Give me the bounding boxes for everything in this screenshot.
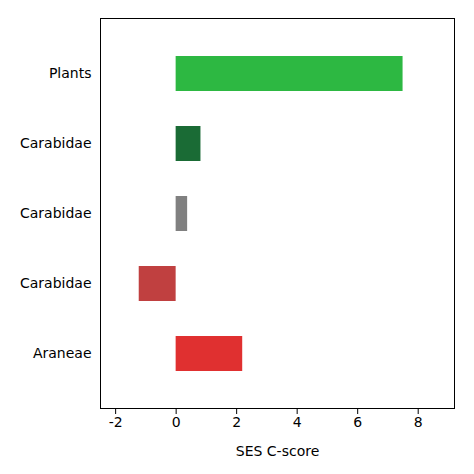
svg-text:8: 8 [414,414,423,430]
svg-text:Carabidae: Carabidae [20,135,92,151]
svg-text:-2: -2 [109,414,123,430]
svg-text:0: 0 [172,414,181,430]
svg-text:Araneae: Araneae [33,345,92,361]
svg-text:6: 6 [353,414,362,430]
svg-text:SES C-score: SES C-score [236,443,320,459]
svg-text:4: 4 [293,414,302,430]
svg-text:Plants: Plants [49,65,92,81]
svg-text:2: 2 [232,414,241,430]
svg-text:Carabidae: Carabidae [20,205,92,221]
svg-text:Carabidae: Carabidae [20,275,92,291]
